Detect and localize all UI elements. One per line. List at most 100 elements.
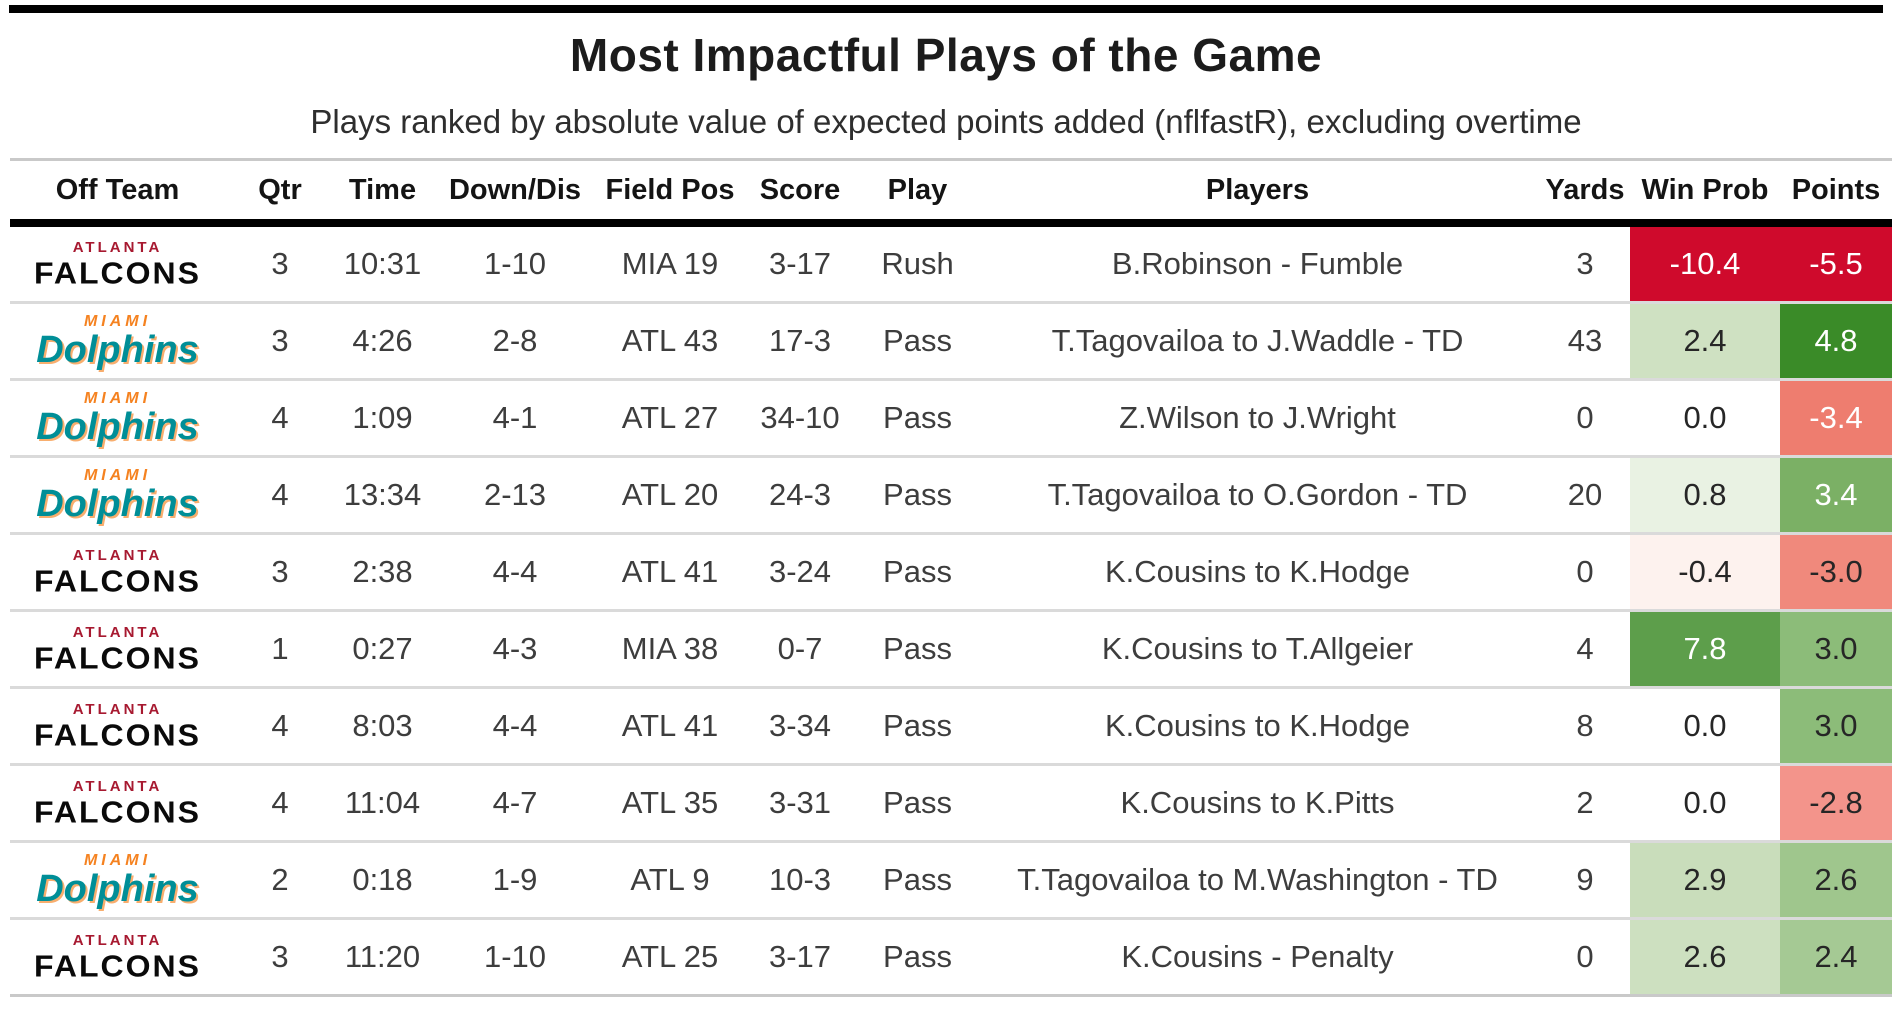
dolphins-logo: MIAMI Dolphins: [10, 467, 225, 523]
cell-yards: 0: [1540, 532, 1630, 611]
team-name-label: Dolphins: [36, 867, 199, 910]
team-name-label: FALCONS: [34, 563, 201, 598]
cell-play: Pass: [860, 609, 975, 688]
cell-field-pos: ATL 25: [600, 917, 740, 997]
cell-time: 1:09: [335, 378, 430, 457]
dolphins-logo: MIAMI Dolphins: [10, 312, 225, 371]
table-row: MIAMI Dolphins 3 4:26 2-8 ATL 43 17-3 Pa…: [10, 301, 1892, 380]
cell-points: 3.0: [1780, 686, 1892, 765]
cell-time: 10:31: [343, 246, 422, 281]
cell-points: -5.5: [1780, 223, 1892, 303]
cell-players: Z.Wilson to J.Wright: [975, 378, 1540, 457]
cell-yards: 43: [1540, 301, 1630, 380]
team-name-label: Dolphins: [36, 328, 199, 371]
top-divider: [9, 5, 1883, 13]
falcons-logo: ATLANTA FALCONS: [10, 240, 225, 289]
col-header-down-dis: Down/Dis: [430, 158, 600, 227]
cell-win-prob: 0.8: [1630, 455, 1780, 534]
cell-score: 3-17: [740, 917, 860, 997]
plays-table-container: Off Team Qtr Time Down/Dis Field Pos Sco…: [10, 158, 1892, 997]
team-city-label: MIAMI: [83, 851, 152, 869]
cell-win-prob: 2.6: [1630, 917, 1780, 997]
team-city-label: ATLANTA: [72, 777, 163, 795]
falcons-logo: ATLANTA FALCONS: [10, 779, 225, 828]
team-city-label: ATLANTA: [72, 931, 163, 949]
cell-time: 8:03: [335, 686, 430, 765]
cell-players: T.Tagovailoa to J.Waddle - TD: [975, 301, 1540, 380]
cell-field-pos: MIA 19: [621, 246, 719, 281]
cell-score: 3-31: [740, 763, 860, 842]
cell-yards: 3: [1576, 246, 1594, 281]
team-city-label: ATLANTA: [72, 238, 163, 256]
table-row: ATLANTA FALCONS 3 11:20 1-10 ATL 25 3-17…: [10, 917, 1892, 997]
table-row: MIAMI Dolphins 4 1:09 4-1 ATL 27 34-10 P…: [10, 378, 1892, 457]
cell-win-prob: 0.0: [1630, 378, 1780, 457]
cell-field-pos: ATL 35: [600, 763, 740, 842]
cell-yards: 20: [1540, 455, 1630, 534]
cell-score: 3-34: [740, 686, 860, 765]
cell-play: Pass: [860, 455, 975, 534]
cell-field-pos: ATL 43: [600, 301, 740, 380]
falcons-logo: ATLANTA FALCONS: [10, 702, 225, 751]
col-header-qtr: Qtr: [225, 158, 335, 227]
falcons-logo: ATLANTA FALCONS: [10, 625, 225, 674]
table-row: MIAMI Dolphins 4 13:34 2-13 ATL 20 24-3 …: [10, 455, 1892, 534]
cell-win-prob: 7.8: [1630, 609, 1780, 688]
table-row: MIAMI Dolphins 2 0:18 1-9 ATL 9 10-3 Pas…: [10, 840, 1892, 919]
cell-points: 4.8: [1780, 301, 1892, 380]
cell-points: 3.0: [1780, 609, 1892, 688]
cell-win-prob: 2.4: [1630, 301, 1780, 380]
col-header-time: Time: [335, 158, 430, 227]
col-header-yards: Yards: [1540, 158, 1630, 227]
cell-play: Pass: [860, 378, 975, 457]
cell-players: K.Cousins to K.Hodge: [975, 686, 1540, 765]
cell-win-prob: -10.4: [1630, 223, 1780, 303]
cell-down-dis: 2-13: [430, 455, 600, 534]
cell-points: 2.4: [1780, 917, 1892, 997]
col-header-players: Players: [975, 158, 1540, 227]
team-name-label: Dolphins: [36, 405, 199, 448]
cell-yards: 0: [1540, 917, 1630, 997]
cell-down-dis: 4-3: [430, 609, 600, 688]
cell-play: Rush: [881, 246, 954, 281]
table-row: ATLANTA FALCONS 4 11:04 4-7 ATL 35 3-31 …: [10, 763, 1892, 842]
cell-play: Pass: [860, 917, 975, 997]
cell-field-pos: ATL 20: [600, 455, 740, 534]
cell-time: 0:18: [335, 840, 430, 919]
cell-time: 4:26: [335, 301, 430, 380]
table-row: ATLANTA FALCONS 1 0:27 4-3 MIA 38 0-7 Pa…: [10, 609, 1892, 688]
cell-qtr: 3: [225, 532, 335, 611]
cell-players: K.Cousins to T.Allgeier: [975, 609, 1540, 688]
team-city-label: MIAMI: [83, 312, 152, 330]
cell-down-dis: 2-8: [430, 301, 600, 380]
cell-yards: 9: [1540, 840, 1630, 919]
col-header-off-team: Off Team: [10, 158, 225, 227]
cell-players: K.Cousins to K.Hodge: [975, 532, 1540, 611]
cell-play: Pass: [860, 686, 975, 765]
falcons-logo: ATLANTA FALCONS: [10, 548, 225, 597]
col-header-points: Points: [1780, 158, 1892, 227]
cell-points: -3.4: [1780, 378, 1892, 457]
cell-qtr: 1: [225, 609, 335, 688]
cell-down-dis: 4-4: [430, 532, 600, 611]
cell-points: -3.0: [1780, 532, 1892, 611]
cell-score: 17-3: [740, 301, 860, 380]
cell-score: 3-24: [740, 532, 860, 611]
cell-qtr: 3: [225, 301, 335, 380]
cell-play: Pass: [860, 763, 975, 842]
cell-time: 2:38: [335, 532, 430, 611]
page-title: Most Impactful Plays of the Game: [569, 29, 1323, 81]
cell-win-prob: 0.0: [1630, 763, 1780, 842]
cell-field-pos: ATL 27: [600, 378, 740, 457]
cell-score: 34-10: [740, 378, 860, 457]
cell-qtr: 3: [225, 917, 335, 997]
cell-qtr: 4: [225, 455, 335, 534]
cell-players: T.Tagovailoa to O.Gordon - TD: [975, 455, 1540, 534]
cell-win-prob: 0.0: [1630, 686, 1780, 765]
cell-yards: 2: [1540, 763, 1630, 842]
dolphins-logo: MIAMI Dolphins: [10, 390, 225, 448]
cell-time: 13:34: [335, 455, 430, 534]
cell-points: 2.6: [1780, 840, 1892, 919]
team-city-label: ATLANTA: [72, 623, 163, 641]
cell-yards: 4: [1540, 609, 1630, 688]
